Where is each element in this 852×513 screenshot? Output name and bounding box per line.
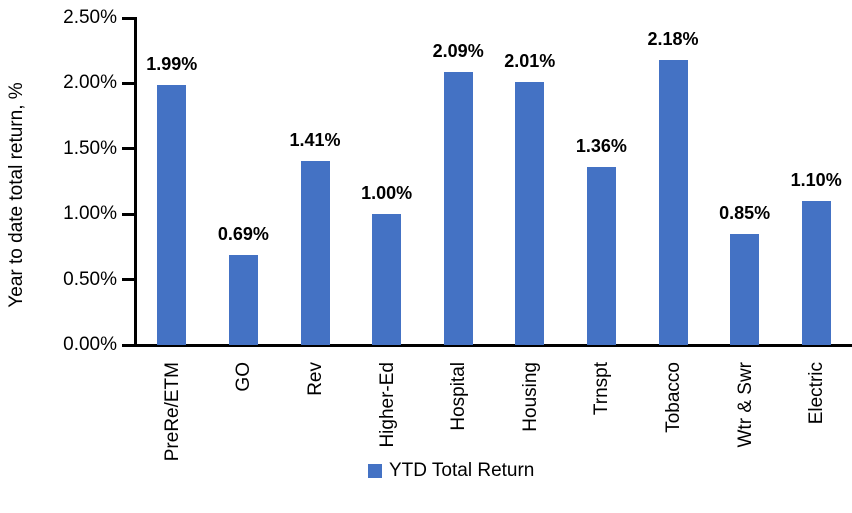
value-label: 2.01% — [504, 51, 556, 72]
legend-swatch — [368, 464, 382, 478]
y-tick-label: 0.00% — [63, 334, 117, 355]
bar-go — [228, 254, 258, 345]
y-axis-title: Year to date total return, % — [6, 82, 27, 308]
value-label: 0.69% — [217, 223, 269, 244]
bar-rev — [300, 160, 330, 345]
category-label: PreRe/ETM — [161, 362, 183, 462]
bar-trnspt — [586, 167, 616, 345]
value-label: 1.41% — [289, 129, 341, 150]
bar-hospital — [443, 71, 473, 345]
legend: YTD Total Return — [368, 460, 534, 482]
y-tick-mark — [122, 343, 135, 347]
y-tick-mark — [122, 212, 135, 216]
category-label: Wtr & Swr — [734, 362, 756, 448]
value-label: 1.10% — [790, 170, 842, 191]
category-label: Trnspt — [591, 362, 613, 416]
bar-electric — [801, 201, 831, 345]
legend-label: YTD Total Return — [389, 460, 535, 481]
value-label: 2.09% — [432, 40, 484, 61]
y-tick-mark — [122, 147, 135, 151]
value-label: 1.36% — [575, 136, 627, 157]
y-tick-label: 1.00% — [63, 203, 117, 225]
category-label: GO — [233, 362, 255, 392]
bar-tobacco — [658, 59, 688, 345]
x-axis-line — [134, 344, 852, 347]
y-tick-mark — [122, 16, 135, 20]
category-label: Rev — [305, 362, 326, 396]
y-tick-label: 2.00% — [63, 72, 117, 94]
category-label: Tobacco — [663, 362, 684, 433]
category-label: Electric — [806, 362, 828, 425]
y-axis-line — [134, 17, 137, 347]
value-label: 1.99% — [146, 53, 198, 74]
y-tick-label: 1.50% — [63, 137, 117, 159]
value-label: 0.85% — [719, 202, 771, 223]
y-tick-mark — [122, 81, 135, 85]
value-label: 2.18% — [647, 28, 699, 49]
bar-prere-etm — [157, 84, 187, 345]
y-tick-label: 2.50% — [63, 7, 117, 28]
y-tick-mark — [122, 278, 135, 282]
bar-wtr-swr — [730, 233, 760, 345]
value-label: 1.00% — [361, 183, 413, 204]
bar-housing — [515, 82, 545, 345]
bar-higher-ed — [372, 214, 402, 345]
y-tick-label: 0.50% — [63, 268, 117, 290]
